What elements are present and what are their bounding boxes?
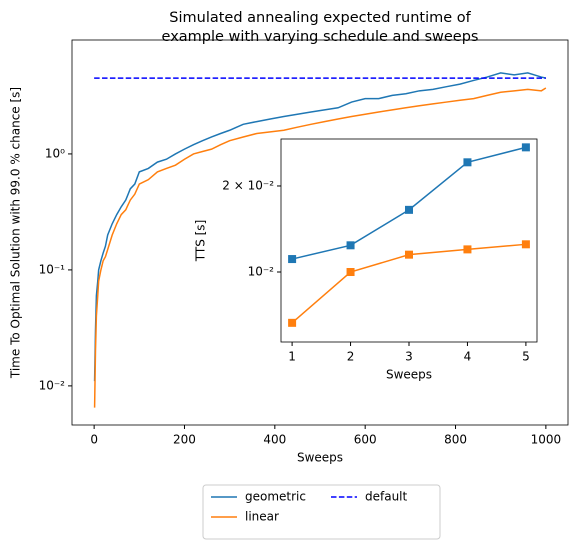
- legend-label: geometric: [245, 490, 306, 504]
- marker: [288, 255, 297, 264]
- marker: [521, 143, 530, 152]
- chart-title: Simulated annealing expected runtime of: [169, 10, 471, 26]
- y-axis-label: TTS [s]: [194, 220, 208, 263]
- plot-area: [281, 139, 537, 342]
- legend-label: linear: [245, 510, 279, 524]
- legend-box: [202, 484, 441, 540]
- x-tick-label: 1000: [531, 433, 562, 447]
- marker: [346, 268, 355, 277]
- marker: [463, 158, 472, 167]
- y-tick-label: 2 × 10⁻²: [222, 178, 274, 192]
- plot-frame: [280, 138, 538, 343]
- x-tick-label: 2: [347, 350, 355, 364]
- plot-frame: [71, 39, 569, 426]
- x-axis-label: Sweeps: [297, 451, 343, 465]
- marker: [405, 250, 413, 259]
- chart-title: example with varying schedule and sweeps: [162, 29, 479, 45]
- y-tick-label: 10⁻¹: [39, 262, 66, 276]
- y-tick-label: 10⁻²: [248, 265, 275, 279]
- series-line: [93, 72, 547, 382]
- x-axis-label: Sweeps: [386, 368, 432, 382]
- x-tick-label: 4: [464, 350, 472, 364]
- legend-label: default: [365, 490, 408, 504]
- marker: [405, 205, 413, 214]
- x-tick-label: 1: [288, 350, 296, 364]
- y-tick-label: 10⁻²: [39, 378, 66, 392]
- x-tick-label: 0: [90, 433, 98, 447]
- x-tick-label: 400: [263, 433, 286, 447]
- marker: [463, 245, 472, 254]
- x-tick-label: 3: [405, 350, 413, 364]
- series-line: [93, 87, 547, 408]
- marker: [288, 318, 297, 327]
- y-axis-label: Time To Optimal Solution with 99.0 % cha…: [9, 87, 23, 379]
- marker: [521, 240, 530, 249]
- x-tick-label: 5: [522, 350, 530, 364]
- x-tick-label: 600: [354, 433, 377, 447]
- x-tick-label: 800: [444, 433, 467, 447]
- x-tick-label: 200: [173, 433, 196, 447]
- marker: [346, 241, 355, 250]
- y-tick-label: 10⁰: [45, 146, 65, 160]
